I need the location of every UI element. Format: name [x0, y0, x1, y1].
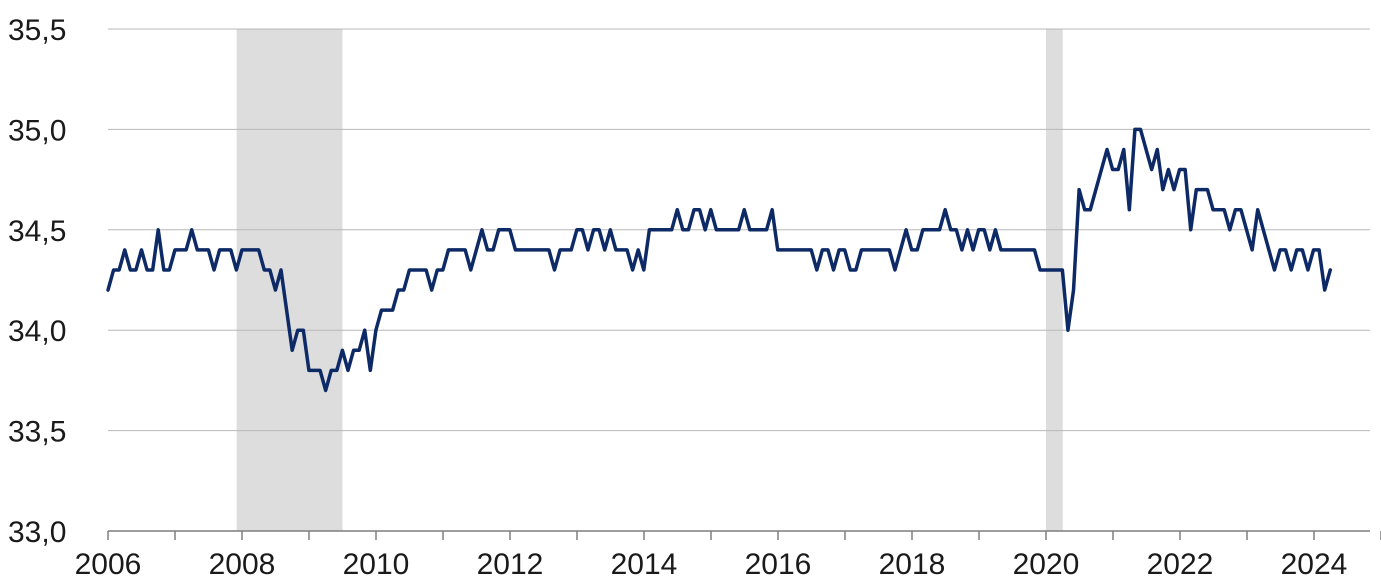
x-tick-label: 2012: [477, 548, 544, 581]
x-tick-label: 2010: [343, 548, 410, 581]
x-tick-label: 2006: [75, 548, 142, 581]
series-line-1: [106, 127, 1333, 393]
x-tick-label: 2008: [209, 548, 276, 581]
x-tick-label: 2014: [611, 548, 678, 581]
y-tick-label: 35,5: [8, 14, 66, 47]
x-axis: 2006 2008 2010 2012 2014 2016 2018 2020 2022 2024: [75, 530, 1381, 581]
recession-band-2: [1046, 29, 1063, 531]
y-tick-label: 33,5: [8, 416, 66, 449]
y-tick-label: 34,5: [8, 215, 66, 248]
y-tick-label: 35,0: [8, 114, 66, 147]
recession-shading-layer: [236, 29, 1063, 531]
x-tick-label: 2016: [745, 548, 812, 581]
x-tick-label: 2018: [879, 548, 946, 581]
recession-band-1: [236, 29, 343, 531]
y-axis: 33,0 33,5 34,0 34,5 35,0 35,5: [8, 14, 66, 549]
x-tick-label: 2020: [1013, 548, 1080, 581]
series-layer: [106, 127, 1333, 393]
y-tick-label: 33,0: [8, 516, 66, 549]
x-tick-label: 2022: [1147, 548, 1214, 581]
y-tick-label: 34,0: [8, 315, 66, 348]
x-tick-label: 2024: [1281, 548, 1348, 581]
